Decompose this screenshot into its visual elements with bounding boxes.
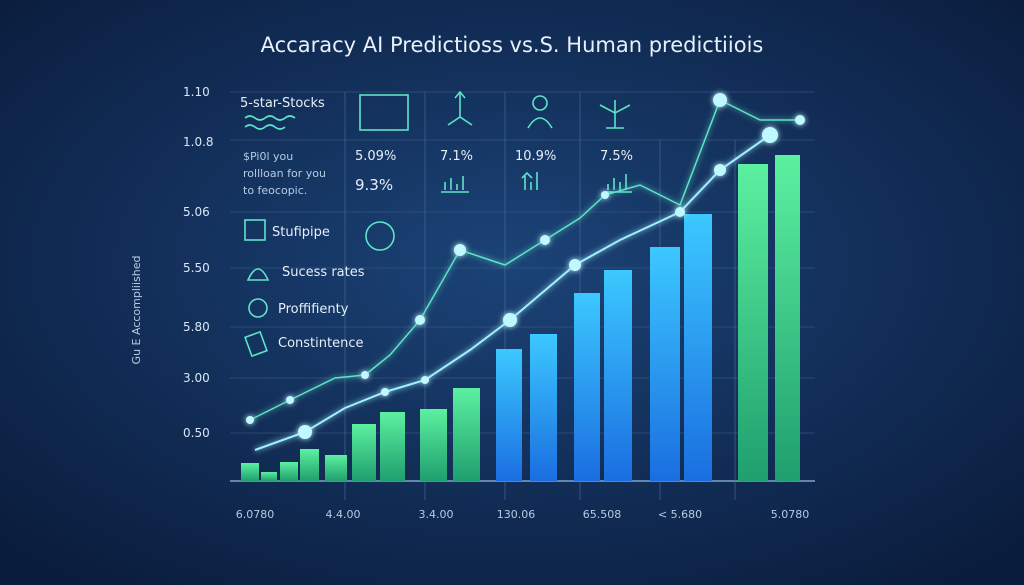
node xyxy=(713,93,727,107)
icon-monitor xyxy=(359,94,409,131)
panel-note: rollloan for you xyxy=(243,167,326,180)
bar xyxy=(241,463,259,481)
node xyxy=(381,388,389,396)
bar xyxy=(496,349,522,481)
bars xyxy=(241,155,800,481)
bar xyxy=(352,424,376,481)
y-label: 5.50 xyxy=(183,261,210,275)
legend-icon xyxy=(244,330,268,358)
scribble xyxy=(244,115,296,130)
bar xyxy=(574,293,600,481)
stat: 5.09% xyxy=(355,149,396,164)
axis-title: Gu E Accompliished xyxy=(130,256,143,365)
legend-item: Proffifienty xyxy=(278,302,349,317)
icon-figure xyxy=(599,100,631,129)
x-label: 6.0780 xyxy=(236,508,275,521)
x-label: 4.4.00 xyxy=(326,508,361,521)
bar xyxy=(684,214,712,481)
x-label: < 5.680 xyxy=(658,508,702,521)
x-label: 5.0780 xyxy=(771,508,810,521)
node xyxy=(540,235,550,245)
x-labels: 6.0780 4.4.00 3.4.00 130.06 65.508 < 5.6… xyxy=(236,508,810,521)
bar xyxy=(650,247,680,481)
legend-icon xyxy=(365,221,395,251)
info-panel: 5-star-Stocks $Pi0l you rollloan for you… xyxy=(240,90,633,197)
y-label: 3.00 xyxy=(183,371,210,385)
bar xyxy=(453,388,480,481)
node xyxy=(675,207,685,217)
stat: 7.1% xyxy=(440,149,473,164)
node xyxy=(361,371,369,379)
node xyxy=(421,376,429,384)
node xyxy=(503,313,517,327)
nodes xyxy=(246,93,805,439)
x-label: 3.4.00 xyxy=(419,508,454,521)
panel-note: $Pi0l you xyxy=(243,150,293,163)
y-label: 0.50 xyxy=(183,426,210,440)
icon-bars xyxy=(521,171,538,190)
bar xyxy=(530,334,557,481)
node xyxy=(246,416,254,424)
bar xyxy=(604,270,632,481)
legend-item: Sucess rates xyxy=(282,265,365,280)
bar xyxy=(380,412,405,481)
x-label: 65.508 xyxy=(583,508,622,521)
legend-icon xyxy=(244,219,266,241)
x-label: 130.06 xyxy=(497,508,536,521)
bar xyxy=(280,462,298,481)
y-label: 1.0.8 xyxy=(183,135,214,149)
stat: 9.3% xyxy=(355,176,393,194)
panel-heading: 5-star-Stocks xyxy=(240,96,325,111)
bar xyxy=(420,409,447,481)
y-labels: 1.10 1.0.8 5.06 5.50 5.80 3.00 0.50 xyxy=(183,85,214,440)
icon-person xyxy=(532,95,548,111)
node xyxy=(415,315,425,325)
icon-bars xyxy=(441,176,469,193)
node xyxy=(569,259,581,271)
bar xyxy=(775,155,800,481)
node xyxy=(286,396,294,404)
node xyxy=(454,244,466,256)
legend-icon xyxy=(246,268,270,281)
y-label: 1.10 xyxy=(183,85,210,99)
icon-bars xyxy=(604,174,632,193)
node xyxy=(298,425,312,439)
bar xyxy=(261,472,277,481)
legend-item: Stufipipe xyxy=(272,225,330,240)
title: Accaracy AI Predictioss vs.S. Human pred… xyxy=(261,33,764,57)
node xyxy=(714,164,726,176)
legend-item: Constintence xyxy=(278,336,363,351)
legend: Stufipipe Sucess rates Proffifienty Cons… xyxy=(244,219,395,358)
y-label: 5.80 xyxy=(183,320,210,334)
line xyxy=(254,134,771,451)
stat: 7.5% xyxy=(600,149,633,164)
icon-arrow xyxy=(447,90,473,126)
stat: 10.9% xyxy=(515,149,556,164)
panel-note: to feocopic. xyxy=(243,184,307,197)
lines xyxy=(246,93,805,451)
bar xyxy=(325,455,347,481)
legend-icon xyxy=(248,298,268,318)
y-label: 5.06 xyxy=(183,205,210,219)
bar xyxy=(738,164,768,481)
node xyxy=(795,115,805,125)
bar xyxy=(300,449,319,481)
icon-person xyxy=(527,117,553,129)
node xyxy=(762,127,778,143)
node xyxy=(601,191,609,199)
line xyxy=(249,98,800,421)
